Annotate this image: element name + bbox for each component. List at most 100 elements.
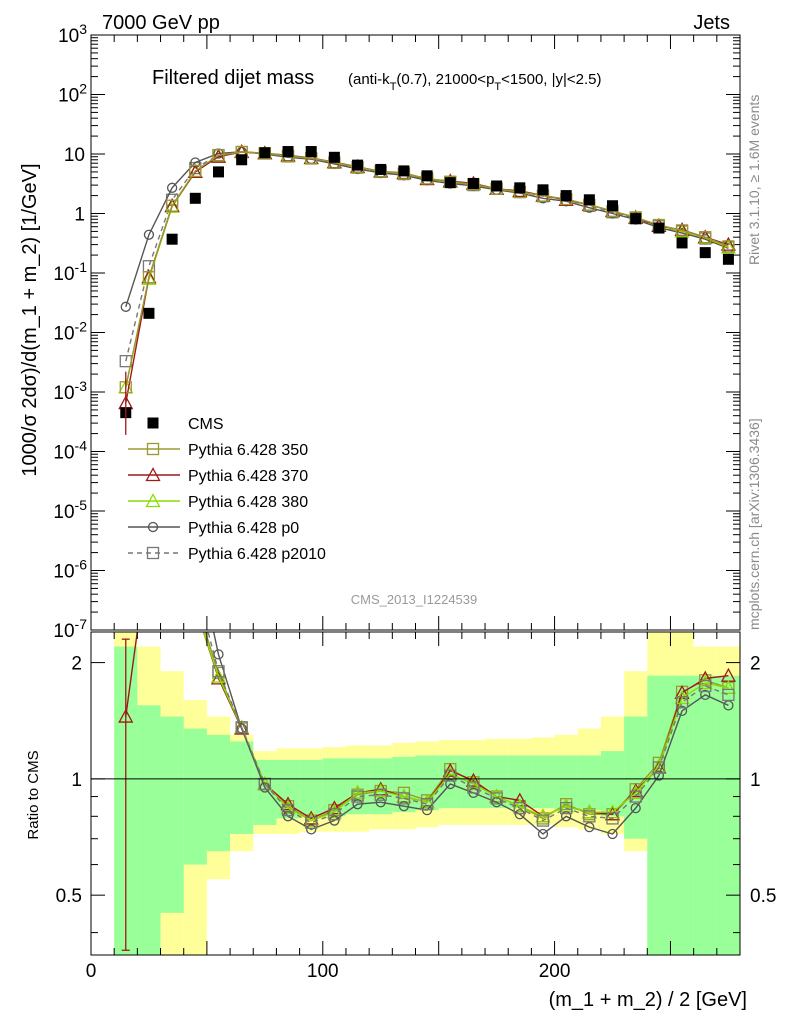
band-green [160,716,184,913]
y-tick-label: 10 [64,145,85,166]
band-green [670,675,694,955]
data-point [142,271,156,284]
ratio-point [560,801,573,815]
data-point [491,180,503,192]
ratio-point [674,690,690,705]
legend-marker [147,521,159,533]
ratio-point [329,815,340,826]
band-green [230,741,254,834]
ratio-point [675,695,689,709]
ratio-point [720,680,737,695]
legend-marker [147,417,159,429]
ratio-point [465,772,482,787]
ratio-point [535,808,551,823]
ratio-point [305,816,318,829]
ratio-point [583,810,596,823]
data-point [720,236,737,251]
data-point [722,240,735,253]
band-green [647,675,671,955]
ratio-point [420,798,434,811]
data-point [398,165,410,177]
y-tick-label: 1 [74,205,85,226]
ratio-point [328,808,341,821]
data-point [143,229,155,240]
band-green [716,675,740,955]
rivet-label: Rivet 3.1.10, ≥ 1.6M events [746,95,762,265]
ratio-point [581,804,597,819]
ratio-y-tick-label: 0.5 [56,886,82,907]
band-green [322,758,346,817]
band-green [554,755,578,811]
data-point [328,151,340,163]
ratio-point [306,824,317,835]
data-point [187,164,203,179]
ratio-point [374,788,387,801]
main-plot-area [118,143,737,435]
data-point [166,182,178,193]
main-y-axis-label: 1000/σ 2dσ)/d(m_1 + m_2) [1/GeV] [19,163,41,476]
data-point [444,177,456,189]
ratio-point [397,792,411,805]
band-green [137,705,161,955]
legend-entry: Pythia 6.428 p2010 [128,546,326,563]
ratio-y-axis-label: Ratio to CMS [25,750,42,839]
ratio-point [604,806,621,821]
ratio-point [212,665,225,678]
ratio-point [676,705,688,717]
band-green [600,751,625,817]
ratio-point [512,798,528,813]
ratio-point [513,801,526,815]
ratio-point [282,811,294,822]
ratio-series-group [118,632,737,951]
ratio-point [326,804,342,819]
legend-entry: CMS [147,416,224,433]
ratio-line [203,632,729,822]
data-point [699,231,712,244]
ratio-point [259,782,270,793]
band-green [299,759,323,817]
data-point [352,159,364,171]
ratio-point [536,814,550,827]
ratio-point [445,778,456,790]
ratio-point [537,828,549,840]
legend-marker [146,442,160,456]
ratio-y-tick-label-right: 0.5 [750,886,776,907]
ratio-point [280,800,296,815]
main-series-group [118,143,737,435]
ratio-point [373,783,389,798]
legend-label: Pythia 6.428 350 [188,442,308,459]
data-point [189,192,201,204]
ratio-point [697,675,713,690]
data-point [305,146,317,158]
data-point [189,164,202,178]
header-right: Jets [693,12,730,34]
ratio-point [699,679,712,693]
ratio-series-pythia-6-428-p2010 [207,632,735,829]
ratio-point [490,792,503,805]
ratio-point [700,689,711,701]
ratio-line [204,632,729,822]
data-point [120,301,131,312]
x-tick-label: 100 [307,961,339,982]
data-point [210,148,227,163]
legend-label: Pythia 6.428 p2010 [188,546,326,563]
legend-marker [145,467,161,482]
legend-label: Pythia 6.428 p0 [188,520,299,537]
ratio-point [444,769,457,782]
band-green [369,758,393,815]
ratio-point [351,790,364,803]
data-point [720,239,737,254]
ratio-y-tick-label-right: 1 [750,770,761,791]
chart-title: Filtered dijet mass [152,67,314,89]
data-point [236,154,248,166]
ratio-point [630,802,641,814]
legend-entry: Pythia 6.428 p0 [128,520,299,537]
data-point [212,166,224,178]
ratio-y-tick-label: 2 [71,654,82,675]
ratio-point [465,776,482,791]
data-point [560,190,572,202]
ratio-point [303,810,319,825]
ratio-y-tick-label: 1 [71,770,82,791]
legend-entry: Pythia 6.428 350 [128,442,308,459]
